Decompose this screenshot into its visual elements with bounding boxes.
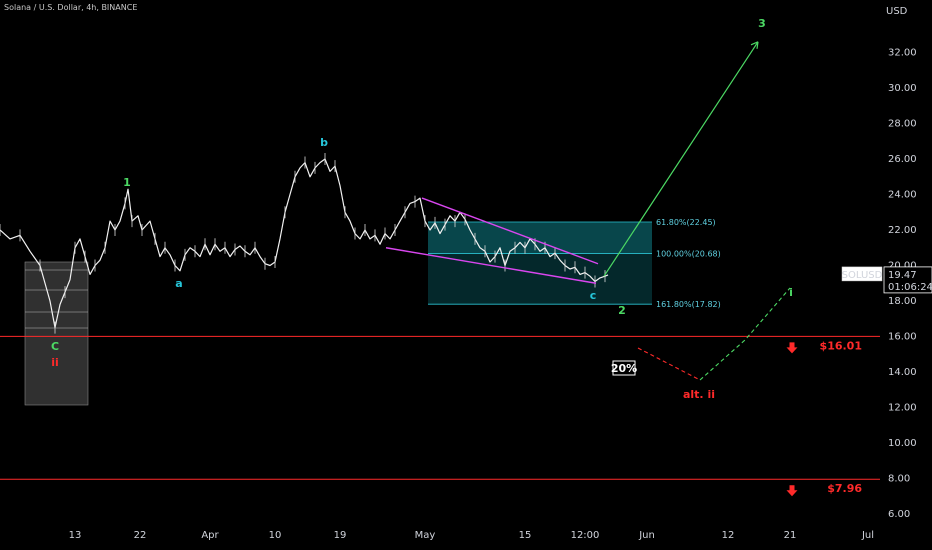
down-arrow-icon	[786, 342, 798, 354]
current-price-value: 19.47	[888, 270, 917, 281]
wedge-upper-line	[421, 197, 599, 265]
fib-level-label: 61.80%(22.45)	[656, 218, 716, 227]
x-tick-label: May	[415, 530, 436, 541]
price-series-line	[0, 158, 609, 329]
annotation-text: 20%	[611, 362, 637, 375]
chart-title: Solana / U.S. Dollar, 4h, BINANCE	[4, 3, 138, 12]
wave-label-7: C	[51, 340, 59, 353]
support-price-label: $7.96	[827, 482, 862, 495]
wave-label-5: 2	[618, 304, 626, 317]
down-arrow-icon	[786, 485, 798, 497]
y-tick-label: 30.00	[888, 83, 917, 94]
alt-i-projection-line	[699, 287, 791, 381]
x-tick-label: 21	[784, 530, 797, 541]
support-price-label: $16.01	[820, 339, 862, 352]
symbol-label: SOLUSD	[842, 270, 883, 281]
x-tick-label: 22	[134, 530, 147, 541]
x-tick-label: Apr	[201, 530, 219, 541]
wave-label-10: i	[789, 286, 793, 299]
wave-label-3: b	[320, 136, 328, 149]
fib-zone-upper	[428, 222, 652, 254]
fib-level-label: 161.80%(17.82)	[656, 300, 721, 309]
current-price-box	[883, 266, 932, 294]
alt-ii-projection-line	[637, 347, 701, 381]
fib-level-label: 100.00%(20.68)	[656, 249, 721, 258]
x-tick-label: 12:00	[571, 530, 600, 541]
x-tick-label: 10	[269, 530, 282, 541]
y-tick-label: 24.00	[888, 190, 917, 201]
y-tick-label: 32.00	[888, 48, 917, 59]
fib-zone-lower	[428, 253, 652, 305]
wave-3-projection-line	[603, 41, 759, 277]
wave-label-2: a	[175, 277, 182, 290]
arrow-head-icon	[750, 41, 759, 49]
annotation-box	[612, 360, 636, 376]
x-tick-label: Jun	[638, 530, 655, 541]
currency-label: USD	[886, 6, 908, 17]
wave-label-6: 3	[758, 17, 766, 30]
x-tick-label: Jul	[861, 530, 874, 541]
y-tick-label: 28.00	[888, 119, 917, 130]
y-tick-label: 12.00	[888, 403, 917, 414]
wave-label-9: alt. ii	[683, 388, 715, 401]
x-tick-label: 15	[519, 530, 532, 541]
y-tick-label: 18.00	[888, 296, 917, 307]
y-tick-label: 14.00	[888, 367, 917, 378]
y-tick-label: 16.00	[888, 332, 917, 343]
y-tick-label: 22.00	[888, 225, 917, 236]
x-tick-label: 19	[334, 530, 347, 541]
bar-countdown: 01:06:24	[888, 282, 932, 293]
y-tick-label: 8.00	[888, 474, 910, 485]
y-tick-label: 26.00	[888, 154, 917, 165]
wedge-lower-line	[385, 247, 597, 284]
wave-label-8: ii	[51, 356, 59, 369]
wave-label-4: c	[590, 289, 597, 302]
y-tick-label: 10.00	[888, 438, 917, 449]
y-tick-label: 20.00	[888, 261, 917, 272]
symbol-badge	[841, 266, 883, 282]
y-tick-label: 6.00	[888, 509, 910, 520]
x-tick-label: 12	[722, 530, 735, 541]
x-tick-label: 13	[69, 530, 82, 541]
wave-label-1: 1	[123, 176, 131, 189]
gray-range-box	[24, 261, 89, 406]
